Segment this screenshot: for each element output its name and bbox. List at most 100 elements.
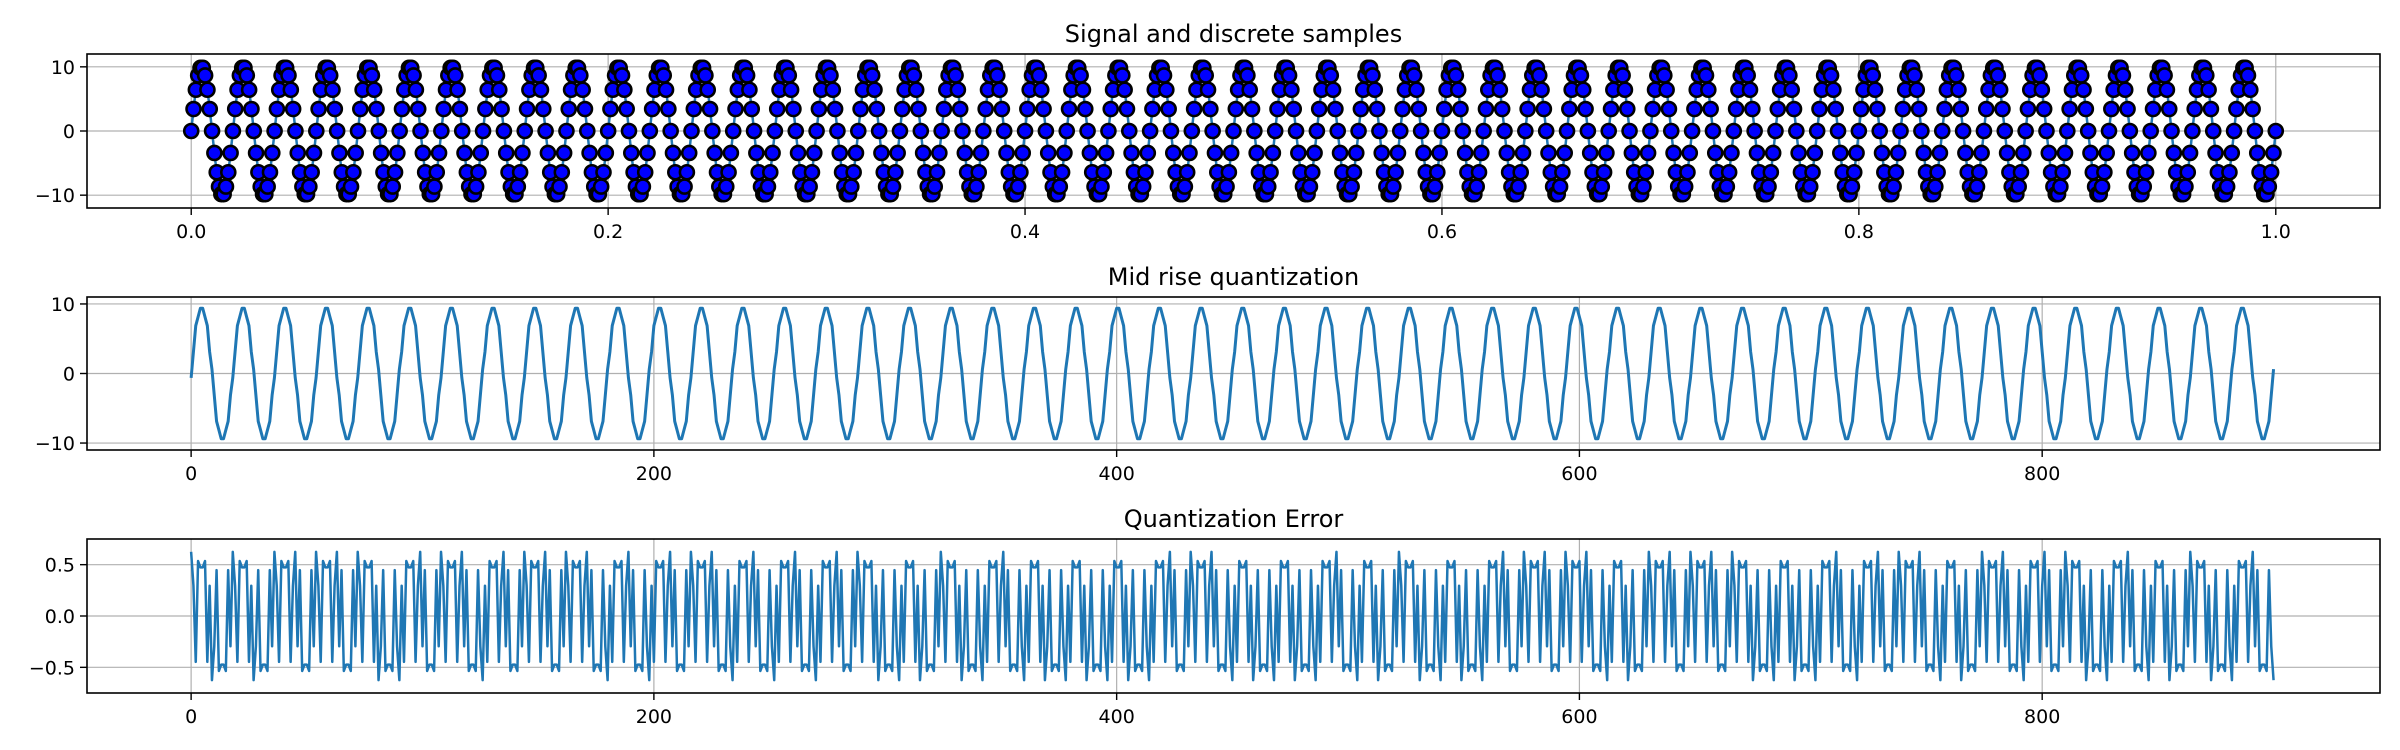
sample-point bbox=[602, 100, 619, 118]
sample-point bbox=[597, 144, 615, 162]
sample-point bbox=[224, 122, 242, 140]
sample-point bbox=[1848, 144, 1865, 162]
sample-point bbox=[1248, 144, 1265, 162]
panel-signal-samples: Signal and discrete samples 0.0 0.2 0.4 0.6… bbox=[35, 20, 2381, 243]
sample-point bbox=[303, 163, 320, 181]
sample-point bbox=[2156, 67, 2173, 84]
sample-point bbox=[1973, 144, 1990, 162]
sample-point bbox=[1551, 178, 1569, 195]
sample-point bbox=[1827, 100, 1844, 118]
sample-point bbox=[537, 122, 554, 140]
sample-point bbox=[2241, 81, 2259, 99]
sample-point bbox=[2040, 144, 2058, 162]
sample-point bbox=[1269, 100, 1286, 118]
sample-point bbox=[414, 144, 432, 162]
sample-point bbox=[488, 67, 506, 84]
sample-point bbox=[287, 122, 304, 140]
sample-point bbox=[891, 122, 909, 140]
sample-point bbox=[1910, 100, 1928, 118]
sample-point bbox=[745, 122, 763, 140]
sample-point bbox=[1076, 100, 1094, 118]
sample-point bbox=[347, 144, 364, 162]
sample-point bbox=[931, 144, 948, 162]
sample-point bbox=[1144, 100, 1161, 118]
sample-point bbox=[1030, 67, 1048, 84]
sample-point bbox=[2052, 178, 2069, 195]
sample-point bbox=[2103, 100, 2120, 118]
sample-point bbox=[1199, 81, 1217, 99]
sample-point bbox=[954, 122, 971, 140]
sample-point bbox=[1767, 122, 1784, 140]
sample-point bbox=[1206, 144, 1224, 162]
sample-point bbox=[664, 144, 682, 162]
sample-point bbox=[1102, 100, 1120, 118]
sample-point bbox=[1037, 122, 1055, 140]
sample-point bbox=[738, 67, 756, 84]
sample-point bbox=[1181, 144, 1198, 162]
sample-point bbox=[1829, 122, 1847, 140]
sample-point bbox=[558, 122, 575, 140]
sample-point bbox=[768, 100, 786, 118]
sample-point bbox=[2262, 163, 2280, 181]
sample-point bbox=[203, 122, 221, 140]
sample-point bbox=[240, 81, 258, 99]
y-tick-label: 0 bbox=[63, 364, 75, 386]
sample-point bbox=[912, 122, 930, 140]
sample-point bbox=[1581, 144, 1599, 162]
sample-point bbox=[1262, 163, 1279, 181]
sample-point bbox=[764, 144, 781, 162]
sample-point bbox=[2100, 122, 2118, 140]
sample-point bbox=[1741, 81, 1759, 99]
sample-point bbox=[1991, 81, 2009, 99]
sample-point bbox=[1475, 122, 1492, 140]
sample-point bbox=[199, 81, 216, 99]
sample-point bbox=[1287, 122, 1305, 140]
sample-point bbox=[365, 81, 383, 99]
sample-point bbox=[1510, 178, 1527, 195]
sample-point bbox=[1204, 122, 1221, 140]
sample-point bbox=[1060, 100, 1078, 118]
sample-point bbox=[1246, 122, 1263, 140]
sample-point bbox=[1079, 122, 1096, 140]
y-tick-label: 0.0 bbox=[45, 606, 75, 628]
sample-point bbox=[1116, 81, 1133, 99]
sample-point bbox=[1324, 81, 1342, 99]
sample-point bbox=[2116, 81, 2134, 99]
sample-point bbox=[1602, 100, 1620, 118]
sample-point bbox=[926, 178, 944, 195]
sample-point bbox=[884, 178, 902, 195]
sample-point bbox=[1093, 178, 1110, 195]
sample-point bbox=[389, 144, 406, 162]
sample-point bbox=[1785, 100, 1803, 118]
sample-point bbox=[1477, 100, 1495, 118]
x-tick-label: 400 bbox=[1099, 463, 1135, 485]
sample-point bbox=[2225, 122, 2243, 140]
sample-point bbox=[1540, 144, 1557, 162]
sample-point bbox=[1259, 178, 1277, 195]
sample-point bbox=[2017, 122, 2034, 140]
sample-point bbox=[2015, 144, 2032, 162]
sample-point bbox=[349, 122, 367, 140]
sample-point bbox=[1616, 81, 1634, 99]
sample-point bbox=[643, 100, 661, 118]
sample-point bbox=[1702, 100, 1719, 118]
sample-point bbox=[2204, 122, 2222, 140]
sample-point bbox=[518, 100, 536, 118]
sample-point bbox=[831, 144, 849, 162]
sample-point bbox=[1635, 178, 1652, 195]
sample-point bbox=[1155, 67, 1173, 84]
sample-point bbox=[641, 122, 659, 140]
sample-point bbox=[310, 100, 327, 118]
sample-point bbox=[2082, 144, 2099, 162]
sample-point bbox=[988, 67, 1006, 84]
sample-point bbox=[1845, 163, 1863, 181]
sample-point bbox=[863, 67, 881, 84]
sample-point bbox=[1727, 100, 1745, 118]
sample-point bbox=[497, 144, 515, 162]
sample-point bbox=[1915, 144, 1933, 162]
sample-point bbox=[1433, 122, 1451, 140]
sample-point bbox=[1739, 67, 1756, 84]
sample-point bbox=[282, 81, 300, 99]
sample-point bbox=[1120, 122, 1138, 140]
sample-point bbox=[905, 67, 923, 84]
